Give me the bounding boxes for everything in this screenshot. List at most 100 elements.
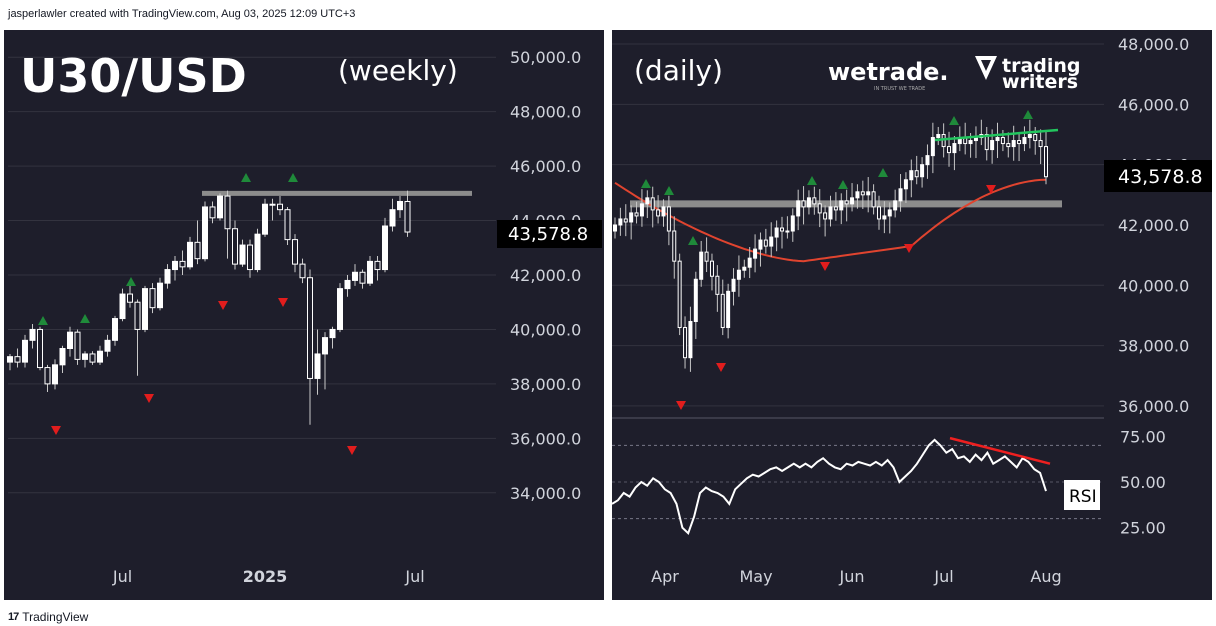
daily-candle-body [925,155,930,166]
daily-candle-body [903,179,908,190]
weekly-candle-body [202,206,208,260]
arrow-up-icon [38,316,48,325]
arrow-down-icon [904,244,914,253]
daily-candle-body [812,197,817,205]
daily-candle-body [866,191,871,196]
weekly-candle-body [262,203,268,235]
weekly-candle-body [164,269,171,284]
daily-candle-body [839,200,844,211]
daily-candle-body [995,137,1000,142]
weekly-y-tick-label: 50,000.0 [510,48,581,67]
weekly-grid [8,56,496,494]
daily-candle-body [855,191,860,199]
daily-candle-body [1000,137,1005,145]
wetrade-tagline: IN TRUST WE TRADE [874,86,925,92]
daily-candle-body [769,236,774,247]
weekly-y-tick-label: 46,000.0 [510,157,581,176]
weekly-candle-body [277,203,283,211]
daily-y-tick-label: 38,000.0 [1118,337,1189,356]
weekly-candle-body [247,244,253,271]
rsi-tick-label: 50.00 [1120,473,1166,492]
daily-candle-body [650,197,655,211]
arrow-up-icon [80,314,90,323]
daily-candle-body [709,260,714,277]
weekly-candle-body [89,353,96,363]
weekly-candle-body [239,244,246,265]
daily-grid [612,43,1104,407]
daily-candle-body [753,248,758,259]
daily-candle-body [1038,140,1043,148]
arrow-down-icon [144,394,154,403]
weekly-y-tick-label: 34,000.0 [510,484,581,503]
daily-y-tick-label: 42,000.0 [1118,216,1189,235]
weekly-candles [7,190,411,425]
arrow-down-icon [51,426,61,435]
wetrade-logo: wetrade. IN TRUST WE TRADE [828,58,949,92]
weekly-candle-body [389,209,396,227]
daily-candle-body [893,200,898,211]
daily-candle-body [930,137,935,157]
daily-candle-body [742,266,747,271]
weekly-candle-body [59,348,66,366]
daily-x-axis: Apr May Jun Jul Aug [651,567,1061,586]
daily-candle-body [645,197,650,205]
weekly-candle-body [232,228,238,265]
weekly-candle-body [359,271,366,284]
daily-x-tick-label: Aug [1030,567,1061,586]
weekly-candle-body [104,339,111,352]
trading-writers-line1: trading [1002,55,1081,77]
daily-candle-body [618,218,623,226]
weekly-candle-body [14,356,21,363]
arrow-down-icon [676,401,686,410]
weekly-candle-body [367,260,373,284]
daily-candle-body [1006,143,1011,148]
weekly-candle-body [157,282,163,309]
daily-candle-body [774,227,779,238]
arrow-up-icon [878,168,888,177]
daily-candle-body [947,146,952,154]
daily-candles [613,119,1048,372]
daily-candle-body [860,191,865,196]
arrow-up-icon [949,116,959,125]
daily-candle-body [763,239,768,247]
daily-candle-body [1044,146,1048,178]
daily-candle-body [688,320,693,359]
daily-candle-body [806,197,811,208]
daily-x-tick-label: Jul [933,567,953,586]
daily-arrows [641,110,1033,410]
weekly-candle-body [179,260,186,268]
daily-candle-body [613,224,617,232]
daily-candle-body [801,200,806,208]
daily-candle-body [672,230,677,262]
weekly-last-price-label: 43,578.8 [508,224,588,245]
weekly-candle-body [307,277,313,379]
weekly-candle-body [74,331,81,360]
weekly-x-axis: Jul 2025 Jul [112,567,425,586]
arrow-up-icon [641,179,651,188]
daily-last-price-label: 43,578.8 [1118,166,1203,188]
arrow-down-icon [218,301,228,310]
weekly-candle-body [22,339,28,363]
daily-candle-body [1027,134,1032,139]
trading-writers-mark-icon [975,56,997,80]
arrow-down-icon [716,363,726,372]
weekly-candle-body [82,353,88,360]
arrow-up-icon [1023,110,1033,119]
weekly-candle-body [209,206,216,219]
daily-candle-body [914,170,919,178]
weekly-last-price: 43,578.8 [497,220,602,248]
daily-candle-body [790,215,795,232]
weekly-candle-body [142,288,148,330]
daily-candle-body [704,251,709,262]
weekly-arrows [38,173,357,455]
daily-candle-body [639,203,644,217]
daily-candle-body [726,290,731,329]
weekly-candle-body [52,364,58,385]
arrow-down-icon [820,262,830,271]
weekly-y-axis: 34,000.0 36,000.0 38,000.0 40,000.0 42,000.0… [510,48,581,503]
arrow-up-icon [807,176,817,185]
daily-candle-body [936,134,941,139]
rsi-tick-label: 25.00 [1120,519,1166,538]
daily-last-price-tag [1104,160,1212,192]
